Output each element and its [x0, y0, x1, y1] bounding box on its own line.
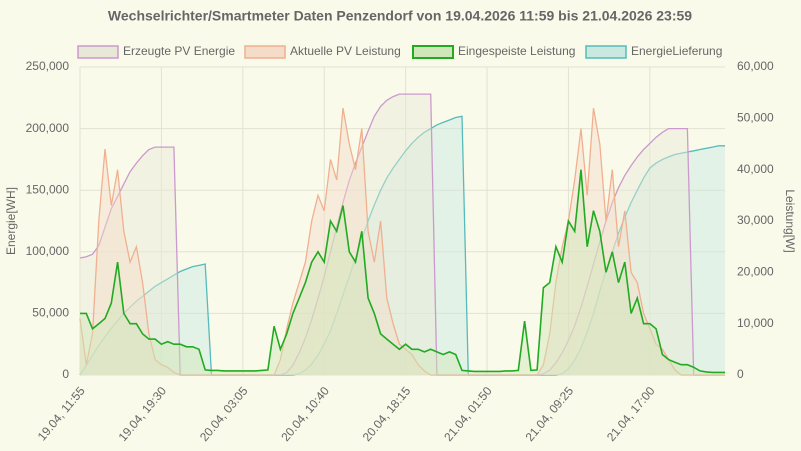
- y-tick-label: 250,000: [26, 59, 70, 73]
- y-tick-label: 100,000: [26, 244, 70, 258]
- area-fill: [80, 94, 725, 375]
- y2-tick-label: 30,000: [737, 213, 774, 227]
- legend-label: Aktuelle PV Leistung: [290, 44, 401, 58]
- area-fill: [80, 169, 725, 375]
- y-tick-label: 50,000: [32, 306, 69, 320]
- y2-tick-label: 50,000: [737, 111, 774, 125]
- y-axis-label: Energie[WH]: [4, 187, 18, 255]
- y2-tick-label: 10,000: [737, 316, 774, 330]
- area-fill: [80, 116, 725, 376]
- y-tick-label: 150,000: [26, 182, 70, 196]
- y2-axis-label: Leistung[W]: [783, 189, 797, 252]
- x-tick-label: 21.04, 17:00: [604, 384, 658, 444]
- series-line: [80, 169, 725, 374]
- y2-tick-label: 0: [737, 367, 744, 381]
- x-tick-label: 20.04, 03:05: [197, 384, 251, 444]
- chart-title: Wechselrichter/Smartmeter Daten Penzendo…: [108, 8, 692, 24]
- x-tick-label: 21.04, 01:50: [441, 384, 495, 444]
- legend-label: Eingespeiste Leistung: [458, 44, 575, 58]
- x-tick-label: 21.04, 09:25: [523, 384, 577, 444]
- legend-label: Erzeugte PV Energie: [123, 44, 235, 58]
- legend-swatch: [585, 45, 627, 59]
- y-tick-label: 0: [62, 367, 69, 381]
- x-tick-label: 19.04, 19:30: [116, 384, 170, 444]
- legend-swatch: [77, 45, 119, 59]
- legend-swatch: [412, 45, 454, 59]
- x-tick-label: 19.04, 11:55: [35, 384, 88, 444]
- legend-swatch: [244, 45, 286, 59]
- y2-tick-label: 60,000: [737, 59, 774, 73]
- y2-tick-label: 40,000: [737, 162, 774, 176]
- x-tick-label: 20.04, 18:15: [360, 384, 414, 444]
- y-tick-label: 200,000: [26, 121, 70, 135]
- x-tick-label: 20.04, 10:40: [278, 384, 332, 444]
- y2-tick-label: 20,000: [737, 265, 774, 279]
- area-fill: [80, 108, 725, 375]
- legend-label: EnergieLieferung: [631, 44, 722, 58]
